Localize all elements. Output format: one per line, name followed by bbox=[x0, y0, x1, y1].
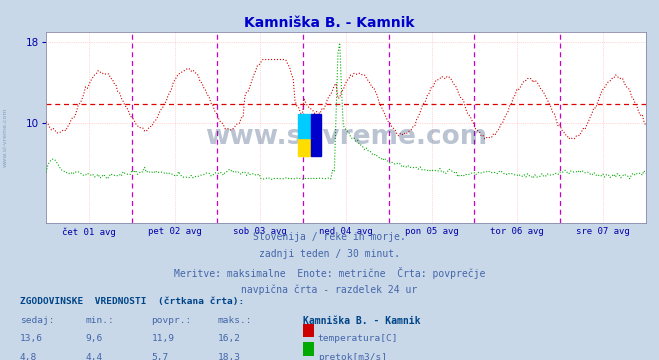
Text: maks.:: maks.: bbox=[217, 316, 252, 325]
Text: pretok[m3/s]: pretok[m3/s] bbox=[318, 353, 387, 360]
Text: Kamniška B. - Kamnik: Kamniška B. - Kamnik bbox=[303, 316, 420, 326]
Text: 13,6: 13,6 bbox=[20, 334, 43, 343]
Text: 5,7: 5,7 bbox=[152, 353, 169, 360]
Text: www.si-vreme.com: www.si-vreme.com bbox=[3, 107, 8, 167]
Text: 18,3: 18,3 bbox=[217, 353, 241, 360]
Text: 9,6: 9,6 bbox=[86, 334, 103, 343]
Text: www.si-vreme.com: www.si-vreme.com bbox=[205, 124, 487, 150]
Text: ZGODOVINSKE  VREDNOSTI  (črtkana črta):: ZGODOVINSKE VREDNOSTI (črtkana črta): bbox=[20, 297, 244, 306]
Bar bbox=[298, 133, 310, 156]
Text: povpr.:: povpr.: bbox=[152, 316, 192, 325]
Text: Meritve: maksimalne  Enote: metrične  Črta: povprečje: Meritve: maksimalne Enote: metrične Črta… bbox=[174, 267, 485, 279]
Text: 11,9: 11,9 bbox=[152, 334, 175, 343]
Text: zadnji teden / 30 minut.: zadnji teden / 30 minut. bbox=[259, 249, 400, 260]
Text: temperatura[C]: temperatura[C] bbox=[318, 334, 398, 343]
Text: Slovenija / reke in morje.: Slovenija / reke in morje. bbox=[253, 232, 406, 242]
Text: 4,8: 4,8 bbox=[20, 353, 37, 360]
Bar bbox=[310, 114, 321, 156]
Text: Kamniška B. - Kamnik: Kamniška B. - Kamnik bbox=[244, 16, 415, 30]
Text: min.:: min.: bbox=[86, 316, 115, 325]
Text: 16,2: 16,2 bbox=[217, 334, 241, 343]
Bar bbox=[298, 114, 310, 138]
Text: sedaj:: sedaj: bbox=[20, 316, 54, 325]
Text: 4,4: 4,4 bbox=[86, 353, 103, 360]
Text: navpična črta - razdelek 24 ur: navpična črta - razdelek 24 ur bbox=[241, 284, 418, 294]
